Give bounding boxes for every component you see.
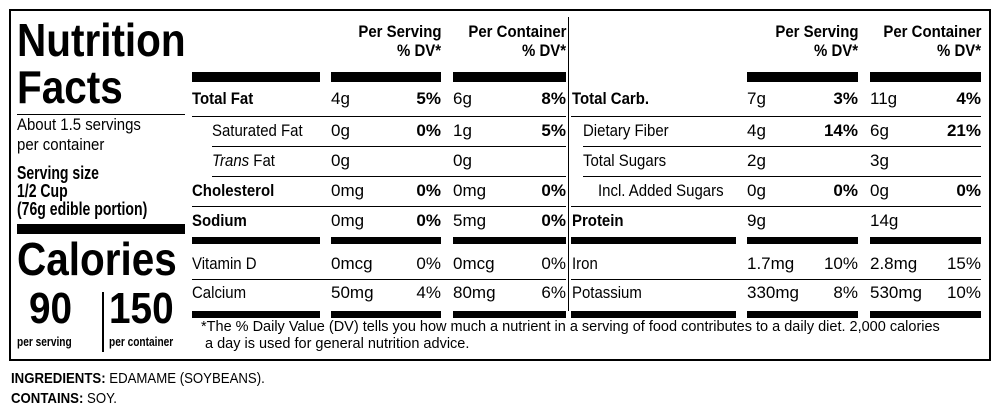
calcium-serving-amount: 50mg bbox=[331, 283, 374, 302]
left-serving-header: Per Serving % DV* bbox=[357, 22, 441, 60]
total-carb-serving-amount: 7g bbox=[747, 89, 766, 108]
total-fat-label: Total Fat bbox=[192, 89, 254, 108]
cholesterol-serving-amount: 0mg bbox=[331, 181, 365, 200]
sodium-container-amount: 5mg bbox=[453, 211, 487, 230]
sodium-serving-dv: 0% bbox=[416, 211, 441, 230]
servings-per-container-line2: per container bbox=[17, 135, 105, 154]
iron-serving-dv: 10% bbox=[823, 254, 858, 273]
potassium-serving-amount: 330mg bbox=[747, 283, 799, 302]
iron-label: Iron bbox=[572, 254, 598, 273]
right-serving-header: Per Serving % DV* bbox=[774, 22, 858, 60]
calories-per-serving: 90 bbox=[29, 284, 73, 333]
added-sugars-container-amount: 0g bbox=[870, 181, 889, 200]
total-fat-container-amount: 6g bbox=[453, 89, 472, 108]
vitamin-d-serving-amount: 0mcg bbox=[331, 254, 373, 273]
iron-container-amount: 2.8mg bbox=[870, 254, 918, 273]
serving-size-note: (76g edible portion) bbox=[17, 199, 148, 219]
cholesterol-serving-dv: 0% bbox=[416, 181, 441, 200]
potassium-label: Potassium bbox=[572, 283, 642, 302]
potassium-container-dv: 10% bbox=[946, 283, 981, 302]
calcium-serving-dv: 4% bbox=[416, 283, 441, 302]
dietary-fiber-serving-dv: 14% bbox=[823, 121, 858, 140]
total-sugars-container-amount: 3g bbox=[870, 151, 889, 170]
total-fat-serving-amount: 4g bbox=[331, 89, 350, 108]
iron-serving-amount: 1.7mg bbox=[747, 254, 795, 273]
sodium-serving-amount: 0mg bbox=[331, 211, 365, 230]
servings-per-container: About 1.5 servings bbox=[17, 115, 141, 134]
potassium-serving-dv: 8% bbox=[833, 283, 858, 302]
saturated-fat-serving-dv: 0% bbox=[416, 121, 441, 140]
total-fat-container-dv: 8% bbox=[541, 89, 566, 108]
dietary-fiber-container-amount: 6g bbox=[870, 121, 889, 140]
potassium-container-amount: 530mg bbox=[870, 283, 922, 302]
saturated-fat-container-dv: 5% bbox=[541, 121, 566, 140]
calories-per-container: 150 bbox=[109, 284, 174, 333]
total-carb-container-amount: 11g bbox=[870, 89, 898, 108]
sodium-label: Sodium bbox=[192, 211, 247, 230]
total-fat-serving-dv: 5% bbox=[416, 89, 441, 108]
added-sugars-serving-dv: 0% bbox=[833, 181, 858, 200]
total-carb-serving-dv: 3% bbox=[833, 89, 858, 108]
total-sugars-label: Total Sugars bbox=[583, 151, 667, 170]
calcium-label: Calcium bbox=[192, 283, 247, 302]
total-carb-container-dv: 4% bbox=[956, 89, 981, 108]
calcium-container-dv: 6% bbox=[541, 283, 566, 302]
ingredients-statement: INGREDIENTS: EDAMAME (SOYBEANS). bbox=[11, 370, 265, 387]
saturated-fat-serving-amount: 0g bbox=[331, 121, 350, 140]
title-line2: Facts bbox=[17, 61, 123, 113]
nutrition-facts-panel: Nutrition Facts About 1.5 servings per c… bbox=[9, 9, 991, 361]
allergen-statement: CONTAINS: SOY. bbox=[11, 390, 117, 407]
total-carb-label: Total Carb. bbox=[572, 89, 650, 108]
protein-container-amount: 14g bbox=[870, 211, 899, 230]
iron-container-dv: 15% bbox=[946, 254, 981, 273]
title-line1: Nutrition bbox=[17, 14, 186, 66]
vitamin-d-container-dv: 0% bbox=[541, 254, 566, 273]
dv-footnote: *The % Daily Value (DV) tells you how mu… bbox=[201, 319, 940, 352]
trans-fat-label: Trans Fat bbox=[212, 151, 275, 170]
cholesterol-label: Cholesterol bbox=[192, 181, 275, 200]
cholesterol-container-amount: 0mg bbox=[453, 181, 487, 200]
right-container-header: Per Container % DV* bbox=[883, 22, 982, 60]
added-sugars-serving-amount: 0g bbox=[747, 181, 766, 200]
calories-label: Calories bbox=[17, 233, 177, 285]
added-sugars-container-dv: 0% bbox=[956, 181, 981, 200]
saturated-fat-container-amount: 1g bbox=[453, 121, 472, 140]
protein-label: Protein bbox=[572, 211, 624, 230]
cholesterol-container-dv: 0% bbox=[541, 181, 566, 200]
protein-serving-amount: 9g bbox=[747, 211, 766, 230]
calcium-container-amount: 80mg bbox=[453, 283, 496, 302]
added-sugars-label: Incl. Added Sugars bbox=[598, 181, 724, 200]
vitamin-d-serving-dv: 0% bbox=[416, 254, 441, 273]
serving-size-value: 1/2 Cup bbox=[17, 181, 68, 201]
dietary-fiber-serving-amount: 4g bbox=[747, 121, 766, 140]
serving-size-label: Serving size bbox=[17, 163, 99, 183]
dietary-fiber-container-dv: 21% bbox=[946, 121, 981, 140]
total-sugars-serving-amount: 2g bbox=[747, 151, 766, 170]
vitamin-d-container-amount: 0mcg bbox=[453, 254, 495, 273]
vitamin-d-label: Vitamin D bbox=[192, 254, 257, 273]
dietary-fiber-label: Dietary Fiber bbox=[583, 121, 669, 140]
sodium-container-dv: 0% bbox=[541, 211, 566, 230]
saturated-fat-label: Saturated Fat bbox=[212, 121, 303, 140]
calories-per-container-label: per container bbox=[109, 334, 174, 349]
calories-per-serving-label: per serving bbox=[17, 334, 72, 349]
trans-fat-serving-amount: 0g bbox=[331, 151, 350, 170]
left-container-header: Per Container % DV* bbox=[467, 22, 566, 60]
trans-fat-container-amount: 0g bbox=[453, 151, 472, 170]
